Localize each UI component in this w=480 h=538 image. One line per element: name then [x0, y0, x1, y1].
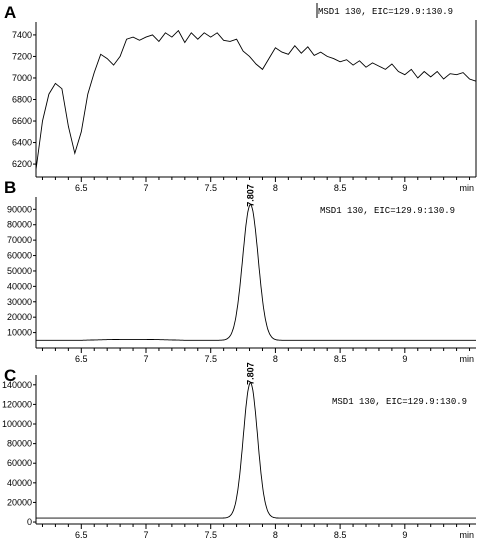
panel-b-y-tick-label: 20000 [7, 312, 32, 322]
panel-b-x-tick-label: 7.5 [204, 354, 217, 364]
panel-c-x-unit-label: min [459, 530, 474, 538]
panel-b-x-unit-label: min [459, 354, 474, 364]
panel-a-y-tick-label: 6800 [12, 95, 32, 105]
panel-a-x-tick-label: 8.5 [334, 183, 347, 193]
panel-c-y-tick-label: 80000 [7, 439, 32, 449]
panel-c-x-tick-label: 8 [273, 530, 278, 538]
panel-c-x-tick-label: 9 [402, 530, 407, 538]
panel-a-x-tick-label: 7 [143, 183, 148, 193]
panel-a-x-tick-label: 8 [273, 183, 278, 193]
panel-a-letter: A [4, 3, 16, 22]
panel-b-y-tick-label: 40000 [7, 281, 32, 291]
panel-b-y-tick-label: 30000 [7, 297, 32, 307]
panel-a-x-unit-label: min [459, 183, 474, 193]
panel-b-x-tick-label: 6.5 [75, 354, 88, 364]
panel-c-y-tick-label: 0 [27, 517, 32, 527]
panel-b-annotation: MSD1 130, EIC=129.9:130.9 [320, 206, 455, 216]
panel-c-y-tick-label: 100000 [2, 419, 32, 429]
panel-c-x-tick-label: 8.5 [334, 530, 347, 538]
panel-a-y-tick-label: 7000 [12, 73, 32, 83]
panel-c-y-tick-label: 40000 [7, 478, 32, 488]
panel-b-x-tick-label: 7 [143, 354, 148, 364]
panel-b-y-tick-label: 80000 [7, 220, 32, 230]
panel-b-y-tick-label: 50000 [7, 266, 32, 276]
panel-c-letter: C [4, 366, 16, 385]
panel-a-y-tick-label: 7400 [12, 30, 32, 40]
panel-b-letter: B [4, 178, 16, 197]
panel-b-y-tick-label: 10000 [7, 328, 32, 338]
panel-c-y-tick-label: 120000 [2, 399, 32, 409]
panel-a-x-tick-label: 7.5 [204, 183, 217, 193]
panel-b-y-tick-label: 70000 [7, 235, 32, 245]
panel-a-y-tick-label: 6400 [12, 138, 32, 148]
panel-c-x-tick-label: 7.5 [204, 530, 217, 538]
panel-c-peak-label: 7.807 [245, 362, 255, 385]
panel-c-trace [36, 382, 476, 519]
panel-b-y-tick-label: 60000 [7, 251, 32, 261]
panel-a-annotation: MSD1 130, EIC=129.9:130.9 [318, 7, 453, 17]
panel-c-y-tick-label: 60000 [7, 458, 32, 468]
panel-a-y-tick-label: 7200 [12, 51, 32, 61]
panel-b-y-tick-label: 90000 [7, 204, 32, 214]
panel-b-x-tick-label: 9 [402, 354, 407, 364]
panel-c-annotation: MSD1 130, EIC=129.9:130.9 [332, 397, 467, 407]
panel-c-x-tick-label: 6.5 [75, 530, 88, 538]
panel-b-peak-label: 7.807 [245, 184, 255, 207]
panel-c-x-tick-label: 7 [143, 530, 148, 538]
panel-b-x-tick-label: 8.5 [334, 354, 347, 364]
panel-a-y-tick-label: 6200 [12, 159, 32, 169]
panel-b-trace [36, 204, 476, 341]
panel-a-x-tick-label: 6.5 [75, 183, 88, 193]
panel-a-x-tick-label: 9 [402, 183, 407, 193]
panel-b-x-tick-label: 8 [273, 354, 278, 364]
panel-c-y-tick-label: 140000 [2, 380, 32, 390]
panel-a-y-tick-label: 6600 [12, 116, 32, 126]
panel-a-trace [35, 29, 477, 170]
panel-c-y-tick-label: 20000 [7, 497, 32, 507]
